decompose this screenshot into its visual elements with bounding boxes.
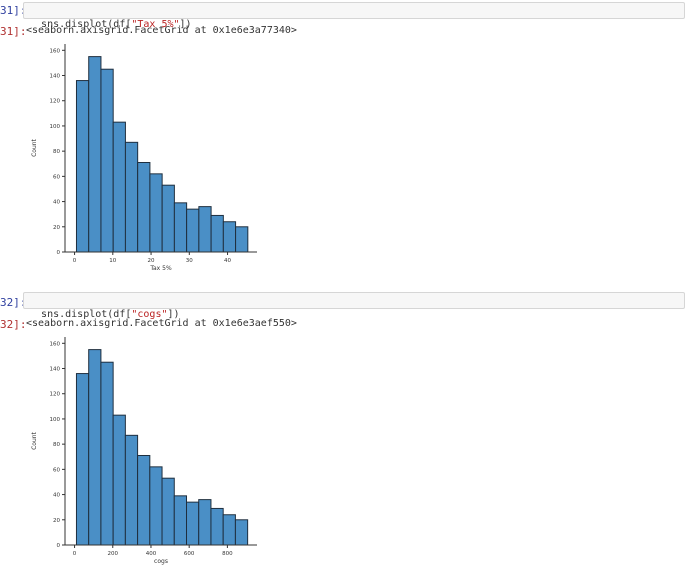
y-tick-label: 120 (50, 392, 61, 398)
histogram-bar (112, 121, 126, 253)
y-tick-label: 20 (53, 518, 60, 524)
histogram-bar (222, 221, 237, 253)
x-tick-label: 800 (222, 551, 233, 557)
histogram-bar (173, 495, 188, 546)
y-tick-label: 0 (57, 543, 61, 549)
histogram-bar (100, 361, 114, 546)
y-tick-label: 40 (53, 200, 60, 206)
histogram-bar (149, 466, 163, 546)
y-tick-label: 80 (53, 442, 60, 448)
histogram-bar (234, 519, 249, 546)
cell-2-code-prefix: sns.displot(df[ (41, 309, 132, 320)
histogram-bar (100, 68, 114, 253)
x-tick-label: 0 (73, 258, 77, 264)
histogram-bar (124, 434, 139, 546)
x-axis-label: Tax 5% (149, 265, 172, 272)
cell-2-output-text: <seaborn.axisgrid.FacetGrid at 0x1e6e3ae… (26, 318, 297, 329)
y-tick-label: 80 (53, 149, 60, 155)
x-tick-label: 10 (109, 258, 116, 264)
histogram-bar (124, 141, 139, 253)
histogram-bar (186, 208, 200, 253)
y-tick-label: 120 (50, 99, 61, 105)
histogram-bar (149, 173, 163, 253)
y-axis-label: Count (31, 431, 38, 449)
cell-2-code-string: "cogs" (131, 309, 168, 320)
histogram-bar (198, 206, 212, 253)
cell-1-code-string: "Tax 5%" (131, 19, 180, 30)
x-tick-label: 0 (73, 551, 77, 557)
histogram-bar (137, 161, 151, 253)
y-tick-label: 160 (50, 341, 61, 347)
histogram-bar (88, 56, 102, 253)
x-tick-label: 600 (184, 551, 195, 557)
cell-1-code-prefix: sns.displot(df[ (41, 19, 132, 30)
y-tick-label: 20 (53, 225, 60, 231)
histogram-bar (186, 501, 200, 546)
cell-1-input-prompt: 31]: (0, 4, 27, 17)
histogram-bar (88, 349, 102, 546)
histogram-bar (75, 373, 90, 546)
x-axis-label: cogs (154, 558, 168, 565)
x-tick-label: 20 (148, 258, 155, 264)
histogram-bar (210, 214, 224, 253)
x-tick-label: 200 (108, 551, 119, 557)
histogram-bar (235, 226, 249, 253)
cell-1-code-input[interactable]: sns.displot(df["Tax 5%"]) (23, 2, 685, 30)
histogram-bar (222, 514, 236, 546)
y-tick-label: 40 (53, 493, 60, 499)
cell-1-output-text: <seaborn.axisgrid.FacetGrid at 0x1e6e3a7… (26, 25, 297, 36)
histogram-cogs: 0 20 40 60 80 100 120 140 160 0 200 400 600 800 cogs Co… (31, 337, 257, 565)
histogram-bar (161, 477, 175, 546)
x-tick-label: 400 (146, 551, 157, 557)
cell-1-output-prompt: 31]: (0, 25, 27, 38)
y-tick-label: 0 (57, 250, 61, 256)
histogram-bar (198, 499, 212, 546)
y-tick-label: 60 (53, 467, 60, 473)
histogram-bar (161, 184, 175, 253)
cell-2-output-prompt: 32]: (0, 318, 27, 331)
cell-2-code-input[interactable]: sns.displot(df["cogs"]) (23, 292, 685, 320)
histogram-bar (210, 507, 224, 546)
y-tick-label: 140 (50, 367, 61, 373)
cell-1-code-suffix: ]) (179, 19, 192, 30)
y-tick-label: 100 (50, 417, 61, 423)
histogram-bar (173, 202, 188, 253)
histogram-bar (137, 454, 151, 546)
y-tick-label: 140 (50, 74, 61, 80)
y-axis-label: Count (31, 138, 38, 156)
cell-2-code-suffix: ]) (167, 309, 180, 320)
y-tick-label: 60 (53, 174, 60, 180)
histogram-tax-5pct: 0 20 40 60 80 100 120 140 160 0 10 20 30 40 Tax 5% Coun… (31, 44, 257, 272)
y-tick-label: 160 (50, 48, 61, 54)
x-tick-label: 40 (224, 258, 231, 264)
x-tick-label: 30 (186, 258, 193, 264)
histogram-bar (112, 414, 126, 546)
cell-2-input-prompt: 32]: (0, 296, 27, 309)
y-tick-label: 100 (50, 124, 61, 130)
histogram-bar (75, 80, 90, 253)
